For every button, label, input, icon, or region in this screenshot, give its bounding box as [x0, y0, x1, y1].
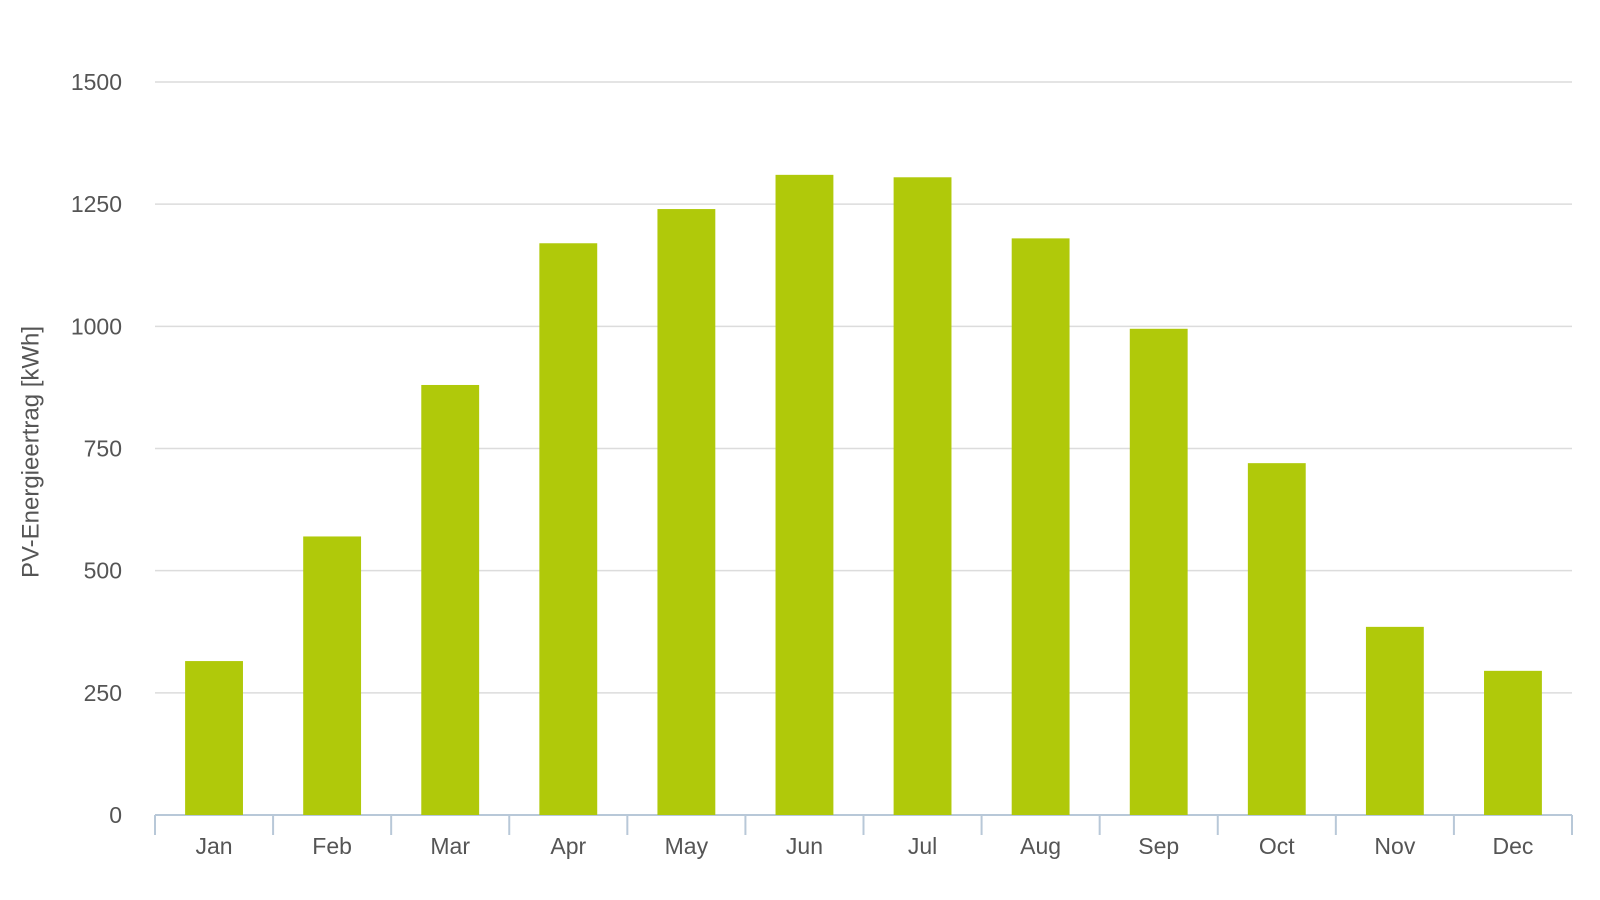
x-tick-label: Aug	[1020, 833, 1061, 859]
bar	[1011, 238, 1070, 815]
bar	[775, 174, 834, 815]
x-tick-label: Sep	[1138, 833, 1179, 859]
x-tick-label: Dec	[1493, 833, 1534, 859]
bar	[893, 177, 952, 816]
y-tick-label: 750	[84, 436, 122, 462]
bar	[1129, 328, 1188, 815]
x-tick-label: Jul	[908, 833, 937, 859]
bar	[185, 661, 243, 815]
x-tick-label: Feb	[312, 833, 352, 859]
x-tick-label: Oct	[1259, 833, 1295, 859]
bar	[539, 243, 598, 815]
bar	[657, 209, 716, 815]
y-tick-label: 1250	[71, 191, 122, 217]
y-tick-label: 1000	[71, 313, 122, 339]
x-tick-label: Mar	[430, 833, 470, 859]
bar	[303, 536, 362, 815]
x-tick-label: Jan	[195, 833, 232, 859]
y-tick-label: 1500	[71, 69, 122, 95]
bar	[1365, 626, 1424, 815]
x-tick-label: Nov	[1374, 833, 1415, 859]
y-axis-label: PV-Energieertrag [kWh]	[17, 326, 44, 578]
x-tick-label: Apr	[550, 833, 586, 859]
x-tick-label: May	[665, 833, 709, 859]
bar	[1247, 463, 1306, 815]
y-tick-label: 250	[84, 680, 122, 706]
bar	[1484, 670, 1542, 815]
y-tick-label: 500	[84, 558, 122, 584]
y-tick-label: 0	[109, 802, 122, 828]
bar	[421, 384, 480, 815]
x-tick-label: Jun	[786, 833, 823, 859]
